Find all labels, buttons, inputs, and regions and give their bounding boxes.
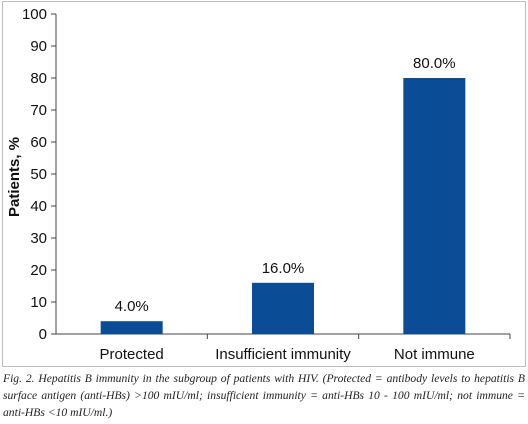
y-tick-label: 10 <box>30 294 47 311</box>
data-labels: 4.0% 16.0% 80.0% <box>115 55 456 315</box>
y-tick-label: 0 <box>39 326 47 343</box>
y-tick-label: 100 <box>22 6 47 23</box>
x-tick-label-insufficient-immunity: Insufficient immunity <box>215 346 351 363</box>
data-label-protected: 4.0% <box>115 298 149 315</box>
bars <box>100 78 466 334</box>
y-tick-label: 80 <box>30 70 47 87</box>
y-tick-label: 20 <box>30 262 47 279</box>
y-tick-label: 70 <box>30 102 47 119</box>
bar-chart: 0 10 20 30 40 50 60 70 80 90 100 Protected Insuffic… <box>6 6 511 363</box>
data-label-not-immune: 80.0% <box>413 55 456 72</box>
x-tick-label-protected: Protected <box>100 346 164 363</box>
x-axis: Protected Insufficient immunity Not immune <box>56 333 511 363</box>
y-tick-label: 40 <box>30 198 47 215</box>
y-axis: 0 10 20 30 40 50 60 70 80 90 100 <box>22 6 57 343</box>
bar-protected <box>100 321 163 334</box>
y-tick-label: 90 <box>30 38 47 55</box>
y-tick-label: 60 <box>30 134 47 151</box>
bar-insufficient-immunity <box>252 282 314 334</box>
x-tick-label-not-immune: Not immune <box>394 346 475 363</box>
y-axis-title: Patients, % <box>6 137 23 217</box>
data-label-insufficient-immunity: 16.0% <box>262 260 305 277</box>
bar-not-immune <box>403 78 466 334</box>
figure-caption: Fig. 2. Hepatitis B immunity in the subg… <box>3 372 525 419</box>
y-tick-label: 30 <box>30 230 47 247</box>
y-tick-label: 50 <box>30 166 47 183</box>
